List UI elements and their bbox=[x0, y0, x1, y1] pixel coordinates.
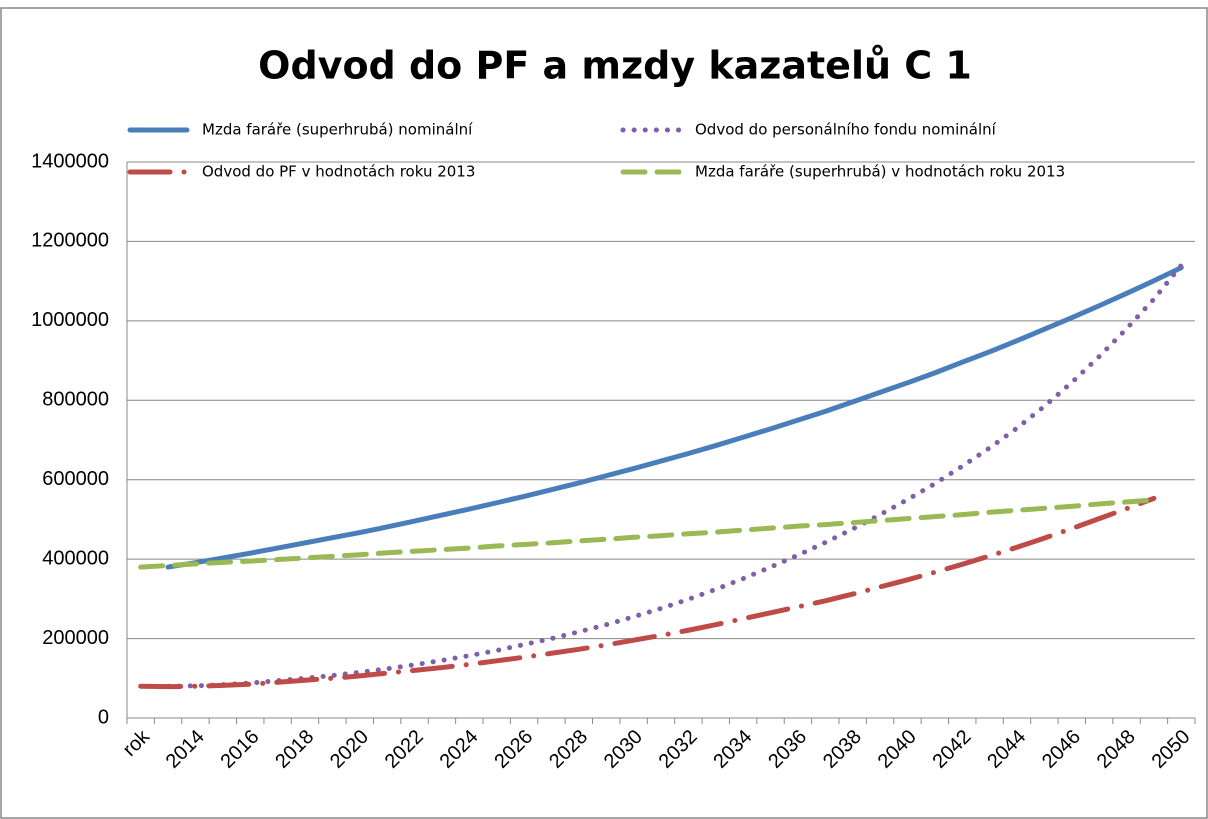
legend-label: Odvod do personálního fondu nominální bbox=[695, 121, 997, 139]
y-tick-label: 1400000 bbox=[31, 150, 109, 172]
y-tick-label: 1000000 bbox=[31, 309, 109, 331]
legend-label: Odvod do PF v hodnotách roku 2013 bbox=[202, 163, 475, 181]
series-line bbox=[138, 497, 1157, 570]
y-tick-label: 600000 bbox=[42, 468, 109, 490]
y-tick-label: 400000 bbox=[42, 547, 109, 569]
series-line bbox=[138, 495, 1157, 690]
series-line bbox=[165, 265, 1184, 570]
chart-border bbox=[0, 7, 1208, 819]
y-tick-label: 200000 bbox=[42, 627, 109, 649]
legend-label: Mzda faráře (superhrubá) nominální bbox=[202, 121, 473, 139]
legend-label: Mzda faráře (superhrubá) v hodnotách rok… bbox=[695, 163, 1065, 181]
chart-title: Odvod do PF a mzdy kazatelů C 1 bbox=[258, 44, 972, 88]
y-tick-label: 800000 bbox=[42, 389, 109, 411]
y-tick-label: 0 bbox=[98, 706, 109, 728]
y-tick-label: 1200000 bbox=[31, 230, 109, 252]
